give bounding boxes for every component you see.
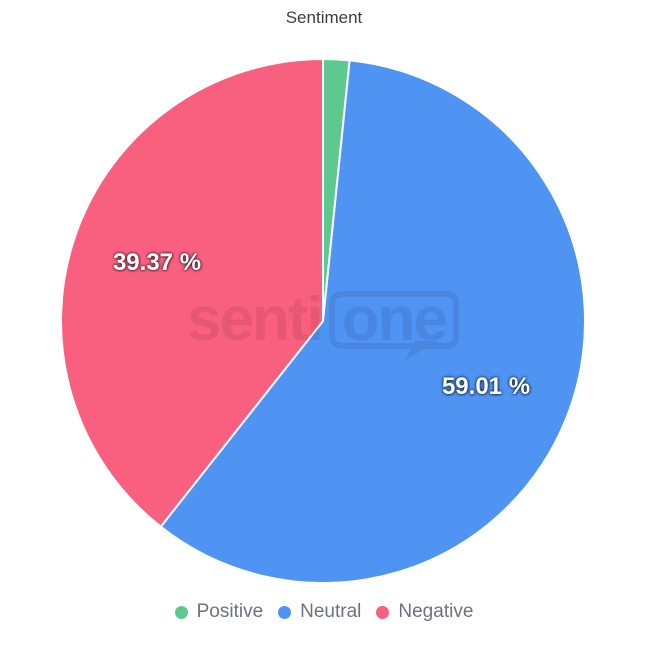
legend-item-positive[interactable]: Positive	[174, 601, 264, 623]
legend-label-neutral: Neutral	[300, 601, 362, 622]
legend-label-positive: Positive	[196, 601, 264, 622]
legend: Positive Neutral Negative	[0, 601, 648, 623]
legend-label-negative: Negative	[398, 601, 474, 622]
chart-title: Sentiment	[285, 8, 363, 27]
legend-item-neutral[interactable]: Neutral	[278, 601, 361, 623]
pie-slice-neutral[interactable]	[159, 59, 587, 584]
legend-marker-icon	[174, 605, 188, 619]
pie-slice-negative[interactable]	[60, 58, 324, 528]
legend-item-negative[interactable]: Negative	[376, 601, 473, 623]
legend-marker-icon	[376, 605, 390, 619]
legend-marker-icon	[278, 605, 292, 619]
